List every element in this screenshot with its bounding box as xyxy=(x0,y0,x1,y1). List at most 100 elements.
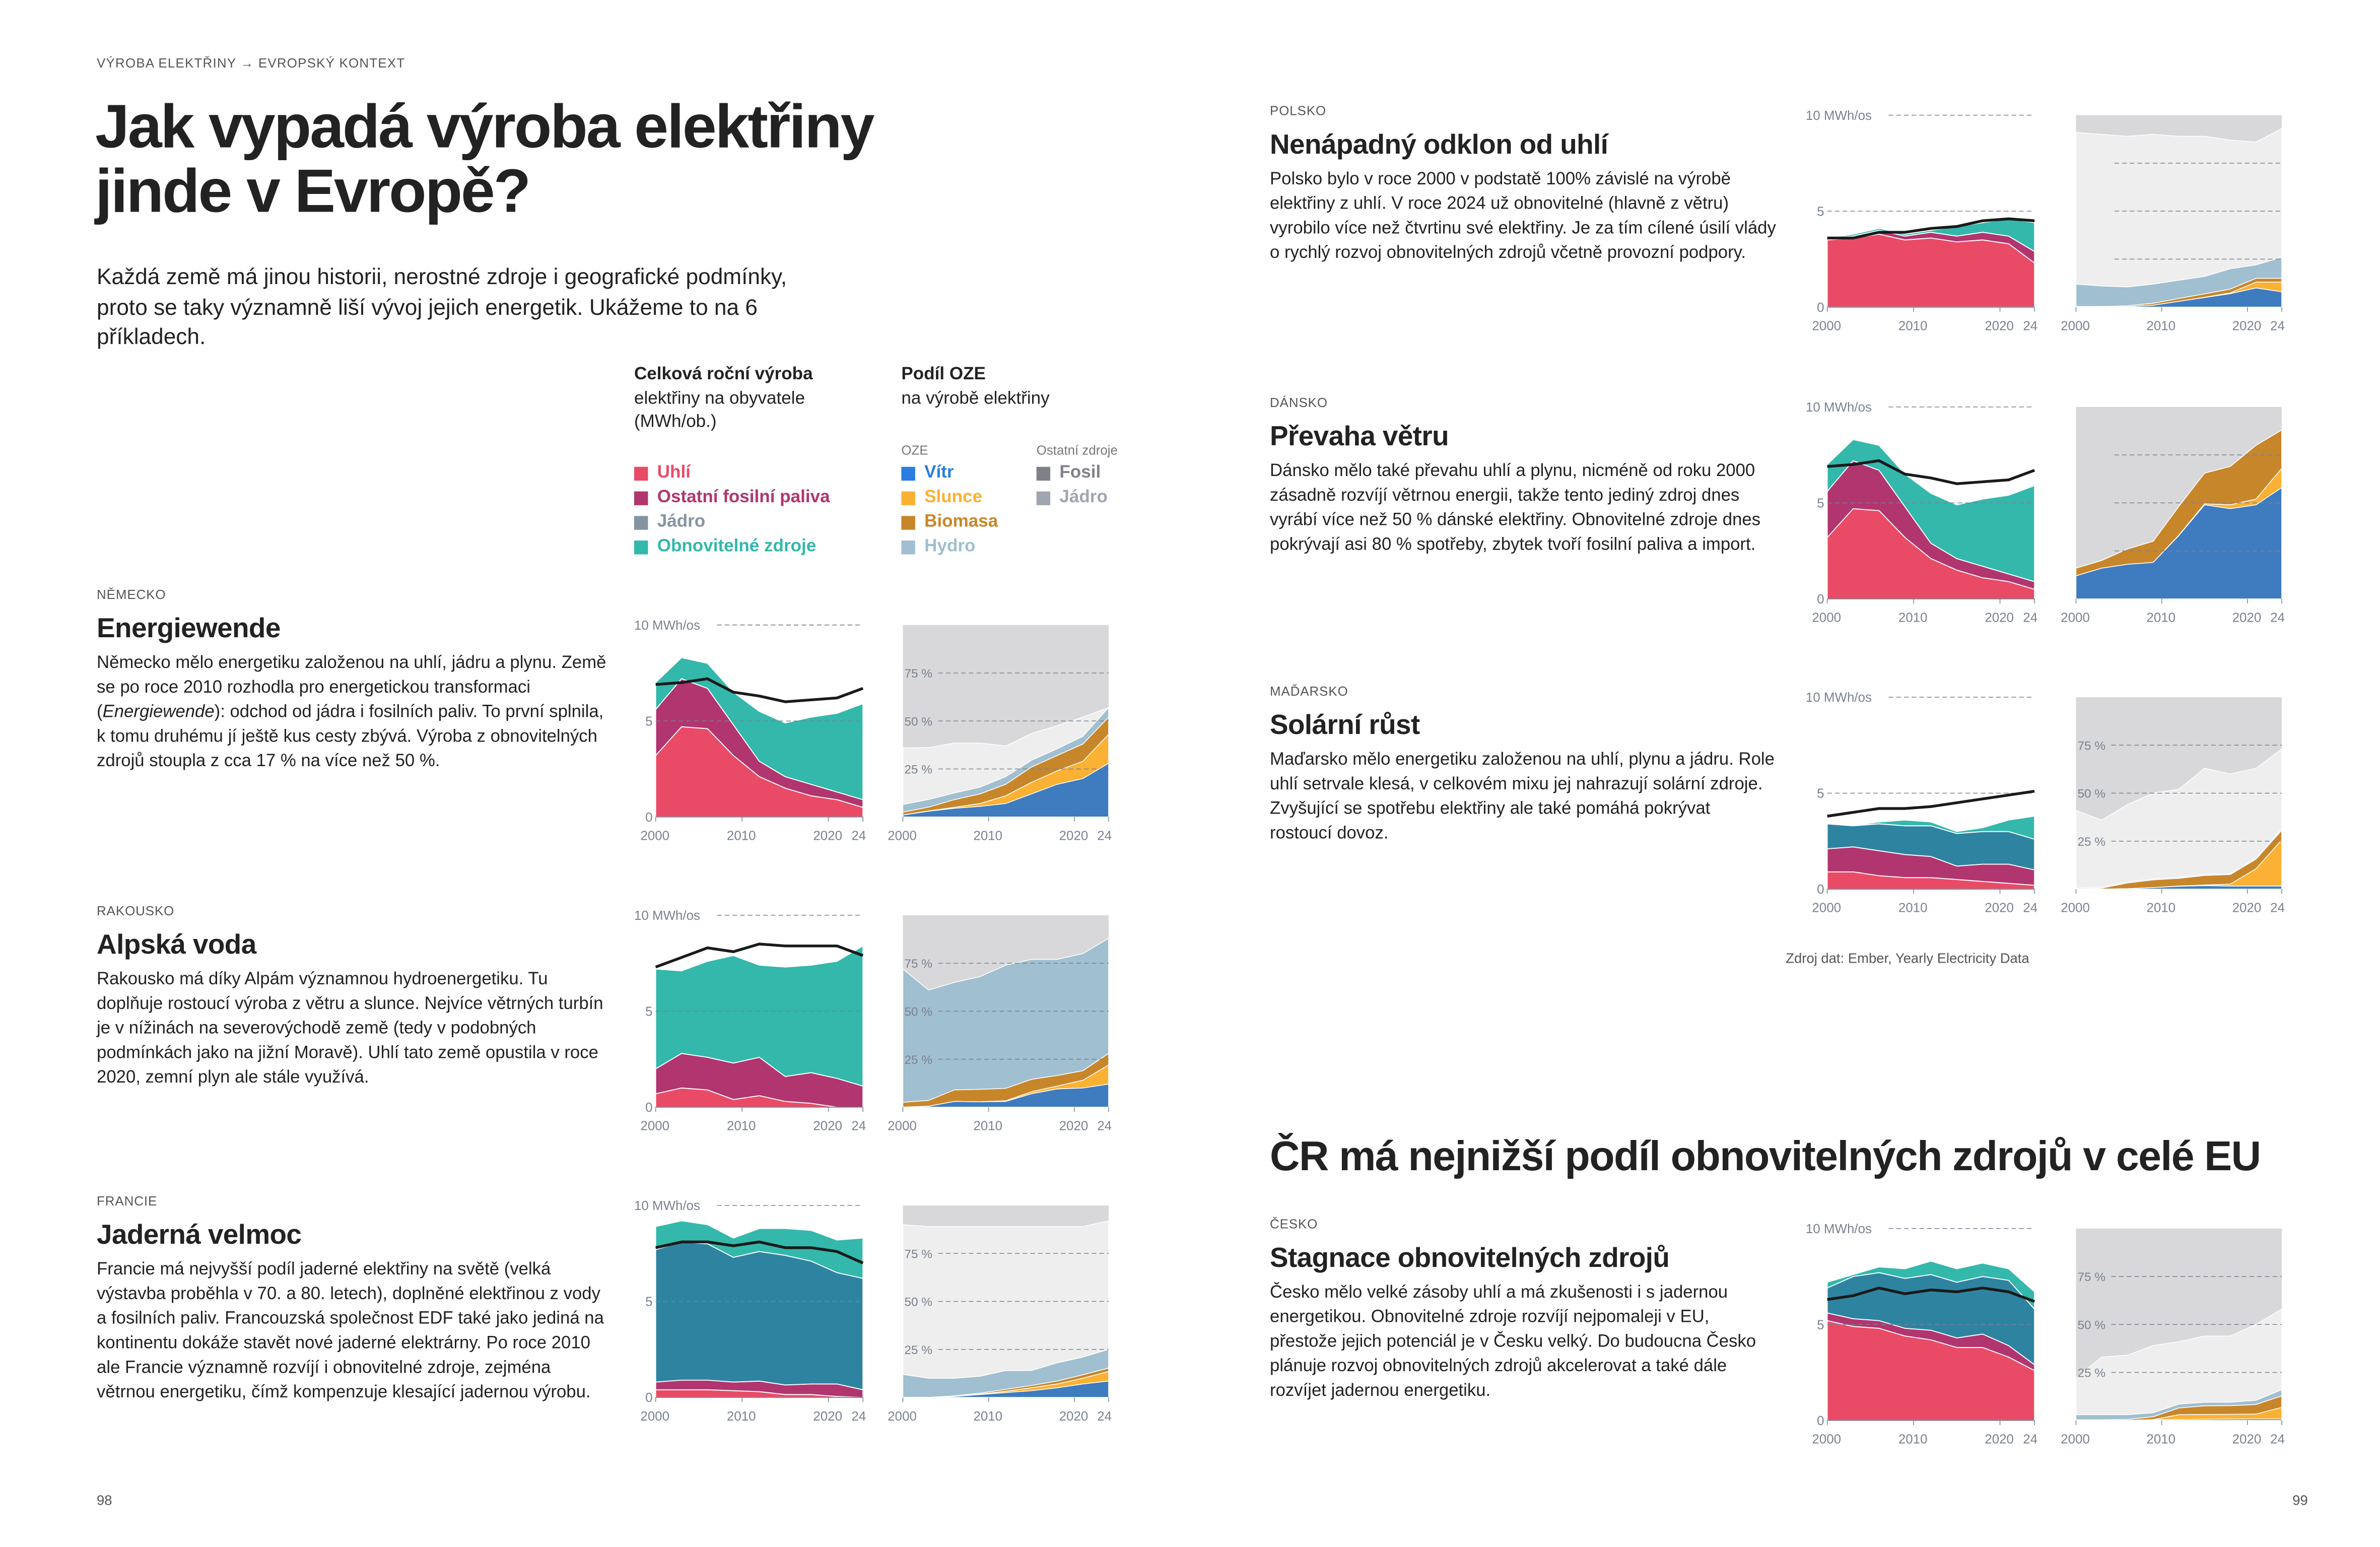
legend-swatch-icon xyxy=(901,466,915,480)
data-source: Zdroj dat: Ember, Yearly Electricity Dat… xyxy=(1786,950,2029,966)
y-tick-label: 10 MWh/os xyxy=(634,619,700,633)
y-tick-label: 75 % xyxy=(905,957,933,971)
share-chart-czechia: 25 % 50 % 75 % 2000 2010 2020 24 xyxy=(2061,1218,2306,1451)
y-tick-label: 50 % xyxy=(905,1296,933,1309)
country-text: Polsko bylo v roce 2000 v podstatě 100% … xyxy=(1270,170,1776,262)
section-heading: ČR má nejnižší podíl obnovitelných zdroj… xyxy=(1270,1133,2261,1180)
area-renewables xyxy=(655,945,864,1087)
share-chart-svg: 25 % 50 % 75 % 2000 2010 2020 24 xyxy=(2061,1228,2285,1446)
x-tick-label: 24 xyxy=(2023,611,2037,625)
x-tick-label: 2010 xyxy=(2146,319,2175,333)
x-tick-label: 2020 xyxy=(813,1119,842,1133)
x-tick-label: 2000 xyxy=(2061,611,2090,625)
x-tick-label: 24 xyxy=(1097,829,1112,843)
total-chart-svg: 0 5 10 MWh/os 2000 2010 2020 24 xyxy=(1806,1222,2037,1447)
legend-swatch-icon xyxy=(901,515,915,529)
x-tick-label: 2020 xyxy=(1059,829,1089,843)
total-chart-denmark: 0 5 10 MWh/os 2000 2010 2020 24 xyxy=(1806,396,2044,629)
y-tick-label: 50 % xyxy=(905,1005,933,1019)
legend-total-heading: Celková roční výroba elektřiny na obyvat… xyxy=(634,364,864,435)
total-chart-svg: 0 5 10 MWh/os 2000 2010 2020 24 xyxy=(1806,109,2037,333)
area-wind xyxy=(2076,885,2282,890)
country-text: Francie má nejvyšší podíl jaderné elektř… xyxy=(97,1260,604,1401)
breadcrumb: VÝROBA ELEKTŘINY → EVROPSKÝ KONTEXT xyxy=(97,55,405,71)
y-tick-label: 50 % xyxy=(2077,1318,2105,1332)
y-tick-label: 25 % xyxy=(2077,835,2105,849)
y-tick-label: 10 MWh/os xyxy=(1806,400,1872,415)
page-number-left: 98 xyxy=(97,1493,112,1508)
y-tick-label: 5 xyxy=(645,1295,652,1309)
legend-label: Uhlí xyxy=(657,463,691,483)
x-tick-label: 2020 xyxy=(813,829,842,843)
share-chart-poland: 2000 2010 2020 24 xyxy=(2061,104,2306,338)
x-tick-label: 24 xyxy=(851,1409,866,1424)
area-renewables xyxy=(1827,816,2035,840)
y-tick-label: 75 % xyxy=(2077,1270,2105,1284)
x-tick-label: 2000 xyxy=(888,1409,917,1424)
legend-swatch-icon xyxy=(634,466,648,480)
legend-swatch-icon xyxy=(901,490,915,505)
legend-other-header: Ostatní zdroje xyxy=(1036,442,1118,458)
total-line xyxy=(1827,1287,2035,1303)
x-tick-label: 2010 xyxy=(1898,319,1928,333)
y-tick-label: 50 % xyxy=(2077,787,2105,801)
share-chart-denmark: 2000 2010 2020 24 xyxy=(2061,396,2306,629)
y-tick-label: 5 xyxy=(1817,1318,1824,1332)
total-chart-svg: 0 5 10 MWh/os 2000 2010 2020 24 xyxy=(1806,691,2037,915)
y-tick-label: 25 % xyxy=(905,1343,933,1357)
total-chart-poland: 0 5 10 MWh/os 2000 2010 2020 24 xyxy=(1806,104,2044,338)
country-block-austria: RAKOUSKO Alpská voda Rakousko má díky Al… xyxy=(97,903,611,1091)
country-text: Česko mělo velké zásoby uhlí a má zkušen… xyxy=(1270,1284,1756,1400)
legend-item: Jádro xyxy=(1036,485,1108,510)
country-block-poland: POLSKO Nenápadný odklon od uhlí Polsko b… xyxy=(1270,103,1777,266)
x-tick-label: 2020 xyxy=(1985,611,2014,625)
x-tick-label: 24 xyxy=(2023,319,2037,333)
share-chart-austria: 25 % 50 % 75 % 2000 2010 2020 24 xyxy=(888,905,1133,1138)
y-tick-label: 0 xyxy=(645,1101,652,1115)
x-tick-label: 2020 xyxy=(1985,901,2014,915)
x-tick-label: 2020 xyxy=(813,1409,842,1424)
x-tick-label: 2000 xyxy=(1812,319,1841,333)
legend-swatch-icon xyxy=(634,490,648,505)
y-tick-label: 50 % xyxy=(905,715,933,728)
text-italic: Energiewende xyxy=(102,703,215,722)
y-tick-label: 10 MWh/os xyxy=(1806,109,1872,123)
country-text: Maďarsko mělo energetiku založenou na uh… xyxy=(1270,751,1775,843)
page-title-line-1: Jak vypadá výroba elektřiny xyxy=(95,93,874,162)
x-tick-label: 2000 xyxy=(1812,611,1841,625)
y-tick-label: 0 xyxy=(1817,592,1824,607)
y-tick-label: 0 xyxy=(1817,883,1824,897)
country-text: Německo mělo energetiku založenou na uhl… xyxy=(97,653,611,775)
total-chart-hungary: 0 5 10 MWh/os 2000 2010 2020 24 xyxy=(1806,687,2044,920)
x-tick-label: 2010 xyxy=(1898,901,1928,915)
page-title-line-2: jinde v Evropě? xyxy=(95,158,531,226)
country-label: DÁNSKO xyxy=(1270,394,1328,410)
y-tick-label: 75 % xyxy=(2077,739,2105,753)
total-chart-france: 0 5 10 MWh/os 2000 2010 2020 24 xyxy=(634,1195,872,1428)
total-chart-svg: 0 5 10 MWh/os 2000 2010 2020 24 xyxy=(1806,400,2037,625)
legend-other-list: Fosil Jádro xyxy=(1036,461,1108,510)
share-chart-svg: 25 % 50 % 75 % 2000 2010 2020 24 xyxy=(888,1205,1112,1424)
total-line xyxy=(1827,459,2035,485)
total-line xyxy=(655,1240,864,1264)
y-tick-label: 10 MWh/os xyxy=(634,1199,700,1213)
legend-label: Hydro xyxy=(924,537,976,556)
x-tick-label: 2020 xyxy=(1985,1432,2014,1446)
legend-item: Uhlí xyxy=(634,461,830,486)
legend-swatch-icon xyxy=(901,540,915,554)
x-tick-label: 2000 xyxy=(888,1119,917,1133)
area-nuclear xyxy=(902,1220,1109,1379)
share-chart-svg: 2000 2010 2020 24 xyxy=(2061,407,2285,625)
x-tick-label: 2000 xyxy=(1812,901,1841,915)
x-tick-label: 24 xyxy=(2023,1432,2037,1446)
y-tick-label: 10 MWh/os xyxy=(1806,691,1872,705)
x-tick-label: 2000 xyxy=(2061,1432,2090,1446)
x-tick-label: 24 xyxy=(2270,901,2285,915)
y-tick-label: 0 xyxy=(645,1391,652,1405)
area-wind xyxy=(903,1380,1109,1398)
page-number-right: 99 xyxy=(2292,1493,2308,1508)
legend-item: Slunce xyxy=(901,485,998,510)
country-label: ČESKO xyxy=(1270,1216,1318,1232)
country-title: Stagnace obnovitelných zdrojů xyxy=(1270,1242,1670,1273)
x-tick-label: 2000 xyxy=(2061,319,2090,333)
